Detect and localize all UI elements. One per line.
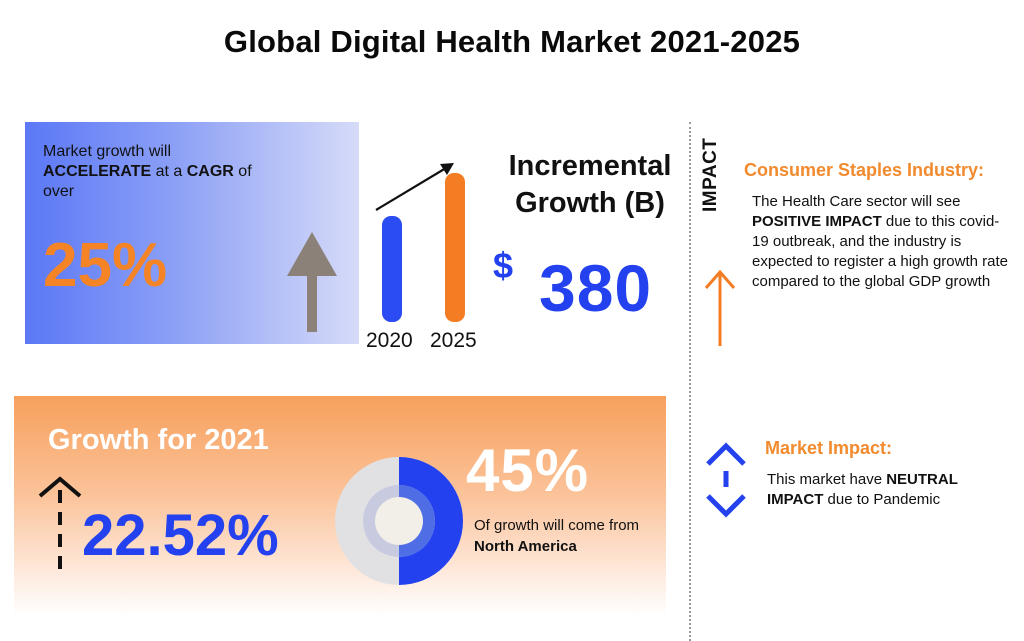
- up-arrow-icon: [287, 232, 337, 332]
- dashed-up-arrow-icon: [38, 476, 82, 578]
- vertical-divider: [689, 122, 691, 641]
- impact-label: IMPACT: [700, 137, 721, 212]
- page-title: Global Digital Health Market 2021-2025: [223, 24, 801, 59]
- bar-label-2020: 2020: [366, 329, 413, 352]
- growth-title: Growth for 2021: [48, 424, 269, 456]
- share-percent: 45%: [466, 437, 590, 504]
- share-description: Of growth will come from North America: [474, 517, 640, 555]
- trend-arrow-icon: [375, 163, 454, 211]
- consumer-staples-title: Consumer Staples Industry:: [744, 160, 985, 180]
- consumer-staples-text: The Health Care sector will see POSITIVE…: [752, 193, 1008, 290]
- cagr-description: Market growth will ACCELERATE at a CAGR o…: [43, 143, 252, 200]
- bar-2020: [382, 216, 402, 322]
- up-arrow-icon: [704, 269, 736, 346]
- share-donut: [335, 457, 463, 585]
- up-down-arrows-icon: [706, 442, 746, 518]
- bar-label-2025: 2025: [430, 329, 477, 352]
- cagr-card: Market growth will ACCELERATE at a CAGR o…: [25, 122, 359, 344]
- market-impact-title: Market Impact:: [765, 438, 893, 458]
- incremental-value: 380: [539, 251, 653, 325]
- currency-symbol: $: [493, 245, 514, 286]
- cagr-value: 25%: [43, 231, 168, 300]
- growth-value: 22.52%: [82, 503, 279, 568]
- bar-2025: [445, 173, 465, 322]
- incremental-growth-title: Incremental Growth (B): [508, 150, 672, 219]
- market-impact-text: This market have NEUTRAL IMPACT due to P…: [767, 471, 958, 508]
